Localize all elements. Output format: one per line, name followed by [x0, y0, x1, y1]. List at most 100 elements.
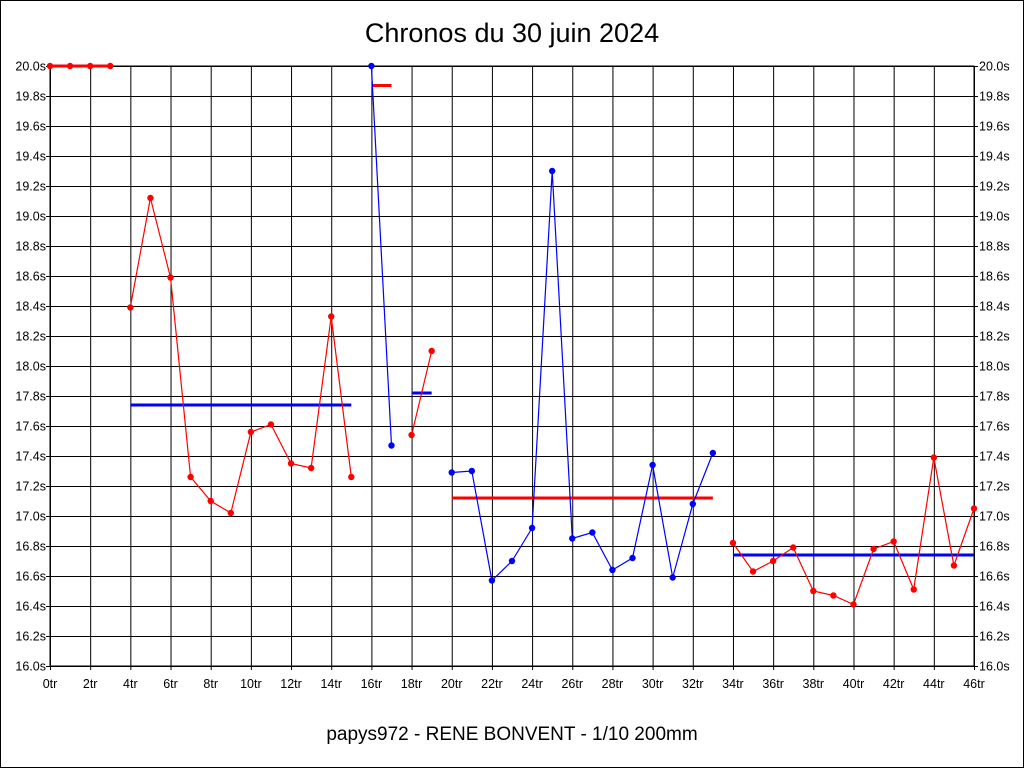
series-line — [451, 170, 714, 582]
y-tick-label-left: 19.6s — [15, 120, 46, 134]
data-point — [689, 500, 696, 508]
data-point — [629, 554, 636, 562]
data-point — [46, 62, 54, 70]
x-tick-label: 44tr — [923, 677, 945, 691]
y-tick-label-left: 18.4s — [15, 300, 46, 314]
data-point — [649, 461, 656, 469]
x-tick-label: 16tr — [361, 677, 383, 691]
data-point — [729, 539, 737, 547]
y-tick-label-left: 18.8s — [15, 240, 46, 254]
data-point — [508, 557, 516, 565]
x-tick-label: 46tr — [963, 677, 985, 691]
data-point — [749, 568, 757, 575]
y-tick-label-right: 20.0s — [979, 60, 1010, 74]
data-point — [227, 509, 234, 517]
data-point — [910, 586, 917, 593]
y-tick-label-left: 20.0s — [15, 60, 46, 74]
x-tick-label: 26tr — [561, 677, 583, 691]
data-point — [970, 505, 978, 512]
x-tick-label: 34tr — [722, 677, 744, 691]
y-tick-label-left: 18.2s — [15, 330, 46, 344]
y-tick-label-left: 17.8s — [15, 390, 46, 404]
x-tick-label: 4tr — [123, 677, 138, 691]
data-point — [548, 167, 556, 175]
x-tick-label: 22tr — [481, 677, 503, 691]
data-point — [187, 473, 194, 481]
data-point — [127, 304, 134, 311]
y-tick-label-right: 16.8s — [979, 540, 1010, 554]
series-line — [411, 350, 433, 436]
data-point — [528, 524, 536, 532]
data-point — [488, 577, 496, 584]
y-tick-label-left: 19.0s — [15, 210, 46, 224]
data-point — [86, 62, 94, 70]
data-point — [207, 497, 214, 505]
data-point — [348, 473, 355, 481]
series-lines — [46, 62, 978, 608]
y-tick-label-left: 17.0s — [15, 510, 46, 524]
x-axis: 0tr 2tr 4tr 6tr 8tr 10tr 12tr 14tr 16tr 18tr 20tr 2… — [43, 677, 985, 691]
data-point — [307, 464, 315, 472]
series-line — [370, 65, 393, 446]
y-tick-label-right: 16.2s — [979, 630, 1010, 644]
data-point — [790, 544, 797, 551]
data-point — [368, 62, 375, 70]
y-tick-label-right: 18.6s — [979, 270, 1010, 284]
x-tick-label: 8tr — [203, 677, 218, 691]
y-tick-label-left: 17.4s — [15, 450, 46, 464]
average-lines — [50, 64, 974, 557]
data-point — [388, 442, 395, 449]
x-tick-label: 36tr — [762, 677, 784, 691]
y-tick-label-left: 16.4s — [15, 600, 46, 614]
y-tick-label-left: 19.8s — [15, 90, 46, 104]
y-tick-label-right: 19.6s — [979, 120, 1010, 134]
x-tick-label: 6tr — [163, 677, 178, 691]
x-tick-label: 30tr — [642, 677, 664, 691]
y-tick-label-right: 19.2s — [979, 180, 1010, 194]
data-point — [66, 62, 74, 70]
series-line — [129, 197, 352, 514]
data-point — [107, 62, 114, 70]
data-point — [830, 592, 837, 599]
x-tick-label: 38tr — [803, 677, 825, 691]
x-tick-label: 24tr — [521, 677, 543, 691]
data-point — [167, 274, 174, 281]
y-axis-right: 20.0s 19.8s 19.6s 19.4s 19.2s 19.0s 18.8s 18.6s… — [979, 60, 1010, 674]
y-tick-label-left: 16.2s — [15, 630, 46, 644]
x-tick-label: 12tr — [280, 677, 302, 691]
data-point — [609, 566, 616, 574]
x-tick-label: 28tr — [602, 677, 624, 691]
data-point — [850, 601, 857, 608]
chart-title: Chronos du 30 juin 2024 — [364, 18, 660, 48]
y-tick-label-right: 19.4s — [979, 150, 1010, 164]
data-point — [769, 557, 777, 565]
data-point — [468, 467, 476, 475]
x-tick-label: 0tr — [43, 677, 58, 691]
y-tick-label-left: 17.6s — [15, 420, 46, 434]
data-point — [669, 574, 676, 581]
y-axis-left: 20.0s 19.8s 19.6s 19.4s 19.2s 19.0s 18.8s 18.6s… — [15, 60, 46, 674]
data-point — [589, 529, 596, 536]
x-tick-label: 32tr — [682, 677, 704, 691]
x-tick-label: 2tr — [83, 677, 98, 691]
data-point — [328, 313, 335, 320]
x-tick-label: 14tr — [320, 677, 342, 691]
y-tick-label-right: 19.8s — [979, 90, 1010, 104]
y-tick-label-left: 18.6s — [15, 270, 46, 284]
y-tick-label-right: 16.0s — [979, 660, 1010, 674]
y-tick-label-right: 17.0s — [979, 510, 1010, 524]
data-point — [428, 347, 435, 355]
data-point — [408, 431, 415, 439]
y-tick-label-right: 18.8s — [979, 240, 1010, 254]
y-tick-label-left: 16.6s — [15, 570, 46, 584]
y-tick-label-right: 17.6s — [979, 420, 1010, 434]
data-point — [448, 469, 455, 476]
data-point — [247, 428, 255, 436]
x-tick-label: 40tr — [843, 677, 865, 691]
y-tick-label-right: 17.8s — [979, 390, 1010, 404]
y-tick-label-right: 18.0s — [979, 360, 1010, 374]
y-tick-label-left: 16.8s — [15, 540, 46, 554]
y-tick-label-left: 19.4s — [15, 150, 46, 164]
y-tick-label-left: 17.2s — [15, 480, 46, 494]
